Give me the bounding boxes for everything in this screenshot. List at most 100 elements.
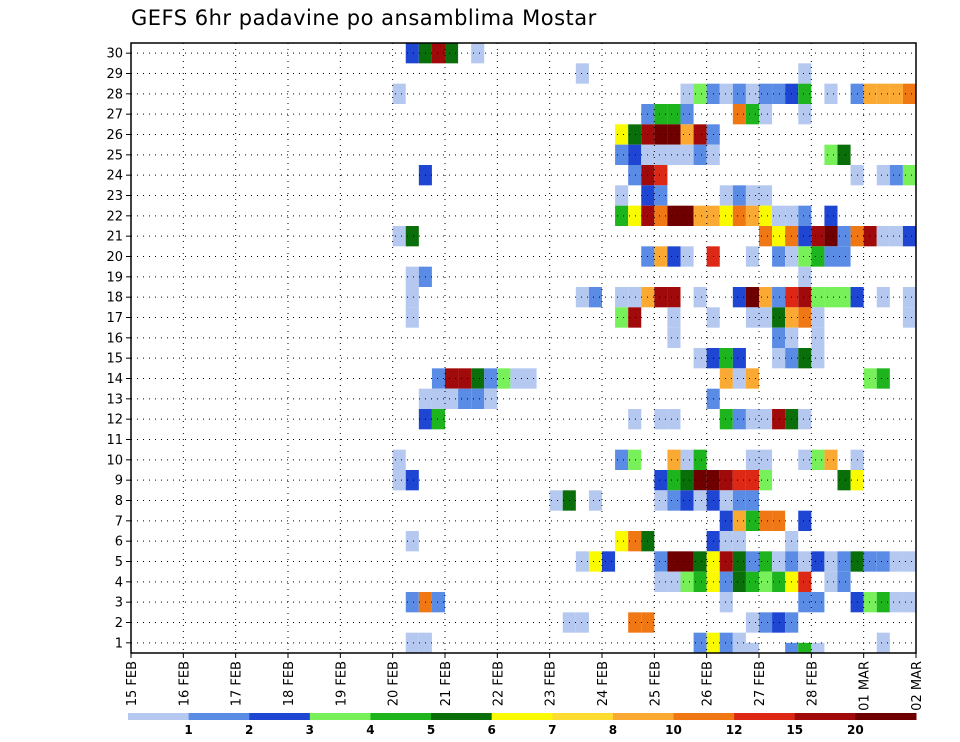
heatmap-cell [405, 592, 419, 613]
heatmap-cell [693, 348, 707, 369]
heatmap-cell [732, 409, 746, 430]
heatmap-cell [759, 185, 773, 206]
heatmap-cell [680, 449, 694, 470]
heatmap-cell [889, 226, 903, 247]
heatmap-cell [693, 287, 707, 308]
heatmap-cell [902, 165, 916, 186]
heatmap-cell [772, 307, 786, 328]
heatmap-cell [863, 551, 877, 572]
heatmap-cell [680, 205, 694, 226]
heatmap-cell [654, 124, 668, 145]
heatmap-cell [392, 470, 406, 491]
heatmap-cell [575, 287, 589, 308]
heatmap-cell [588, 287, 602, 308]
heatmap-cell [902, 287, 916, 308]
heatmap-cell [392, 449, 406, 470]
heatmap-cell [876, 165, 890, 186]
heatmap-cell [680, 104, 694, 125]
heatmap-cell [693, 470, 707, 491]
heatmap-cell [628, 307, 642, 328]
legend-swatch [431, 713, 493, 720]
heatmap-cell [798, 551, 812, 572]
y-tick-label: 20 [106, 250, 123, 265]
heatmap-cell [837, 246, 851, 267]
heatmap-cell [811, 449, 825, 470]
legend-swatch [370, 713, 432, 720]
heatmap-cell [615, 307, 629, 328]
heatmap-cell [693, 632, 707, 653]
heatmap-cell [902, 83, 916, 104]
heatmap-cell [392, 83, 406, 104]
x-tick-label: 24 FEB [596, 661, 611, 706]
heatmap-cell [405, 266, 419, 287]
heatmap-cell [615, 144, 629, 165]
heatmap-cell [405, 226, 419, 247]
heatmap-cell [824, 205, 838, 226]
heatmap-cell [889, 551, 903, 572]
heatmap-cell [575, 612, 589, 633]
x-axis: 15 FEB 16 FEB 17 FEB 18 FEB 19 FEB 20 FEB 21 F… [125, 653, 925, 711]
x-tick-label: 22 FEB [491, 661, 506, 706]
heatmap-cell [759, 205, 773, 226]
heatmap-cell [798, 510, 812, 531]
heatmap-cell [667, 551, 681, 572]
heatmap-cell [837, 571, 851, 592]
heatmap-cell [745, 307, 759, 328]
x-tick-label: 23 FEB [544, 661, 559, 706]
y-tick-label: 24 [106, 169, 123, 184]
y-tick-label: 25 [106, 148, 123, 163]
heatmap-cell [759, 409, 773, 430]
heatmap-cell [811, 551, 825, 572]
heatmap-cell [876, 632, 890, 653]
x-tick-label: 19 FEB [334, 661, 349, 706]
y-tick-label: 15 [106, 352, 123, 367]
heatmap-cell [667, 571, 681, 592]
heatmap-cell [772, 551, 786, 572]
heatmap-cell [654, 287, 668, 308]
heatmap-cell [693, 490, 707, 511]
heatmap-cell [484, 368, 498, 389]
heatmap-cell [772, 571, 786, 592]
heatmap-cell [759, 571, 773, 592]
x-tick-label: 27 FEB [753, 661, 768, 706]
y-axis: 1234567891011121314151617181920212223242… [106, 47, 131, 651]
heatmap-cell [759, 287, 773, 308]
heatmap-cell [759, 510, 773, 531]
heatmap-cell [772, 226, 786, 247]
heatmap-cell [654, 246, 668, 267]
y-tick-label: 28 [106, 87, 123, 102]
heatmap-cell [549, 490, 563, 511]
legend-swatch [552, 713, 614, 720]
heatmap-cell [405, 531, 419, 552]
legend-label: 20 [847, 723, 864, 737]
legend-swatch [673, 713, 735, 720]
heatmap-cell [628, 205, 642, 226]
heatmap-cell [431, 592, 445, 613]
y-tick-label: 11 [106, 433, 123, 448]
y-tick-label: 26 [106, 128, 123, 143]
heatmap-cell [431, 368, 445, 389]
legend-label: 4 [366, 723, 374, 737]
heatmap-cell [889, 165, 903, 186]
x-tick-label: 26 FEB [701, 661, 716, 706]
heatmap-cell [654, 185, 668, 206]
color-legend: 1 2 3 4 5 6 7 8 10 12 15 20 [128, 713, 917, 737]
heatmap-cell [628, 409, 642, 430]
heatmap-cell [719, 409, 733, 430]
heatmap-cell [602, 551, 616, 572]
heatmap-cell [772, 287, 786, 308]
y-tick-label: 5 [115, 555, 123, 570]
heatmap-cell [405, 632, 419, 653]
heatmap-cell [680, 490, 694, 511]
heatmap-cell [798, 449, 812, 470]
legend-swatch [249, 713, 311, 720]
legend-swatch [734, 713, 796, 720]
heatmap-cell [772, 246, 786, 267]
heatmap-cell [811, 287, 825, 308]
legend-label: 5 [427, 723, 435, 737]
heatmap-cell [745, 449, 759, 470]
heatmap-cell [798, 592, 812, 613]
heatmap-cell [405, 43, 419, 64]
heatmap-cell [745, 205, 759, 226]
heatmap-cell [876, 287, 890, 308]
